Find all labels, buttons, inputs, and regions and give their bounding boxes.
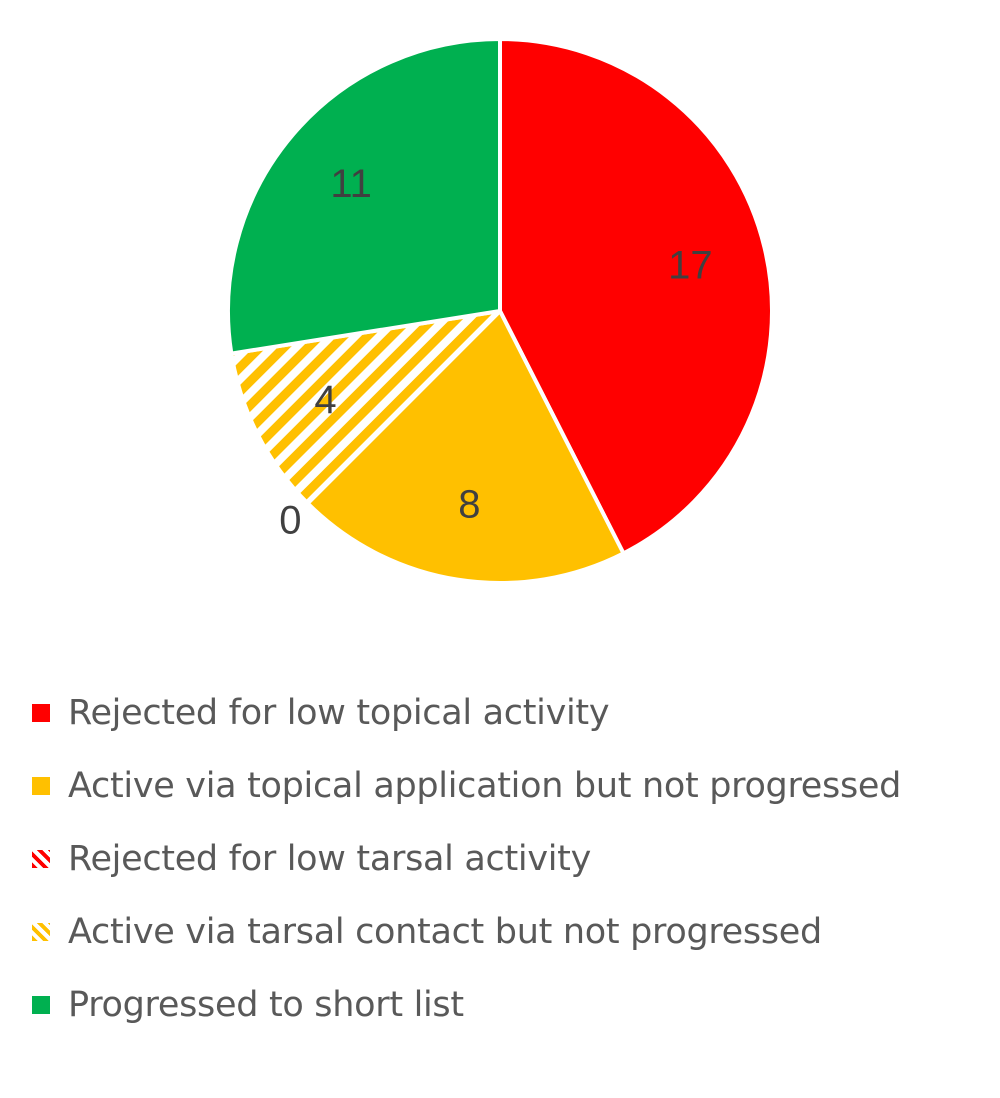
legend-swatch xyxy=(32,850,50,868)
legend-item-progressed-to-short-list: Progressed to short list xyxy=(32,982,901,1028)
legend-label: Progressed to short list xyxy=(68,985,464,1025)
chart-legend: Rejected for low topical activity Active … xyxy=(32,690,901,1055)
legend-swatch xyxy=(32,704,50,722)
legend-swatch xyxy=(32,996,50,1014)
data-label-rejected-for-low-tarsal-activity: 0 xyxy=(279,499,301,543)
pie-slice-active-via-topical-application-but-not-progressed xyxy=(305,309,626,585)
legend-item-active-via-tarsal-contact-but-not-progressed: Active via tarsal contact but not progre… xyxy=(32,909,901,955)
pie-slice-active-via-tarsal-contact-but-not-progressed xyxy=(229,309,502,506)
pie-slice-rejected-for-low-topical-activity xyxy=(498,37,774,556)
data-label-rejected-for-low-topical-activity: 17 xyxy=(668,243,713,287)
legend-swatch xyxy=(32,777,50,795)
legend-label: Rejected for low tarsal activity xyxy=(68,839,592,879)
data-label-active-via-tarsal-contact-but-not-progressed: 4 xyxy=(314,378,336,422)
legend-item-rejected-for-low-topical-activity: Rejected for low topical activity xyxy=(32,690,901,736)
legend-item-rejected-for-low-tarsal-activity: Rejected for low tarsal activity xyxy=(32,836,901,882)
pie-slices xyxy=(226,37,774,585)
pie-chart: 17 8 0 4 11 xyxy=(226,37,774,585)
legend-label: Rejected for low topical activity xyxy=(68,693,610,733)
legend-swatch xyxy=(32,923,50,941)
pie-slice-progressed-to-short-list xyxy=(226,37,502,356)
legend-label: Active via tarsal contact but not progre… xyxy=(68,912,822,952)
legend-label: Active via topical application but not p… xyxy=(68,766,902,806)
data-label-progressed-to-short-list: 11 xyxy=(330,162,372,206)
legend-item-active-via-topical-application-but-not-progressed: Active via topical application but not p… xyxy=(32,763,901,809)
pie-data-labels: 17 8 0 4 11 xyxy=(279,162,712,543)
data-label-active-via-topical-application-but-not-progressed: 8 xyxy=(458,482,480,526)
